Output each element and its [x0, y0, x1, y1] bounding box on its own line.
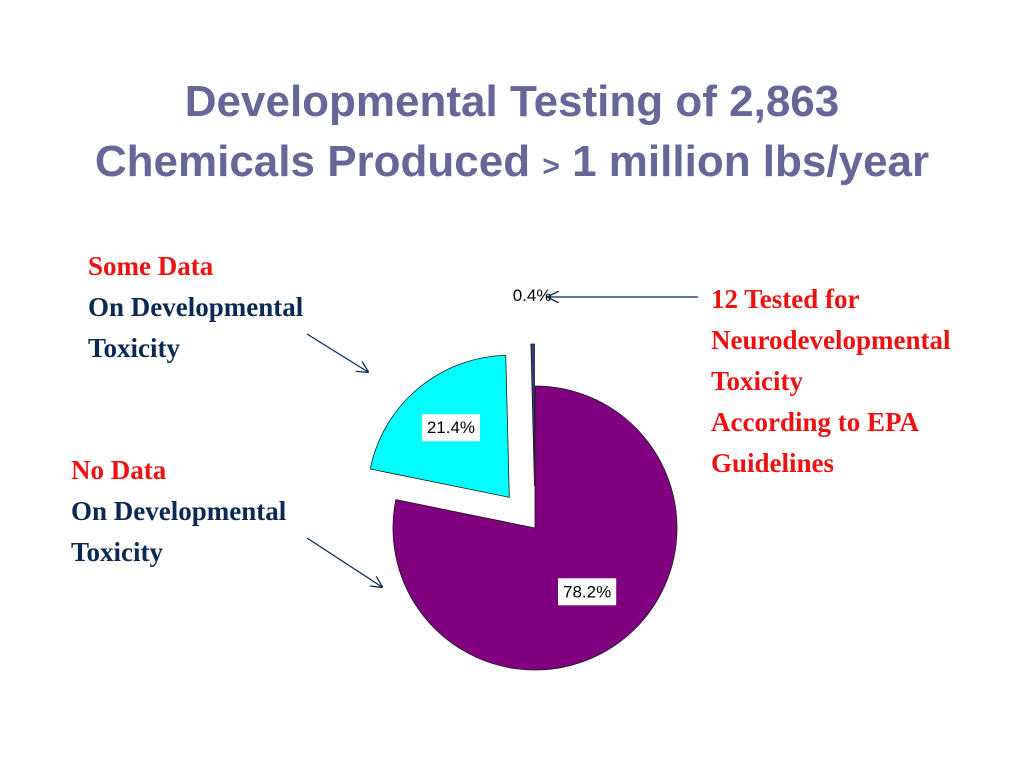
data-label-neuro-tested-text: 0.4%: [513, 286, 552, 305]
annotation-neuro-line-2: Neurodevelopmental: [711, 325, 951, 355]
data-label-some-data-text: 21.4%: [427, 418, 475, 437]
annotation-no-data: No Data On Developmental Toxicity: [71, 450, 286, 573]
title-greater-than: >: [542, 150, 560, 183]
annotation-neuro-line-3: Toxicity: [711, 366, 804, 396]
data-label-some-data-box: [421, 414, 481, 442]
data-label-no-data-text: 78.2%: [563, 582, 611, 601]
annotation-neuro-line-1: 12 Tested for: [711, 284, 860, 314]
data-label-some-data: 21.4%: [421, 414, 481, 442]
annotation-some-data-line-1: Some Data: [88, 251, 214, 281]
annotation-some-data-line-2: On Developmental: [88, 292, 304, 322]
annotation-some-data: Some Data On Developmental Toxicity: [88, 246, 303, 369]
chart-title-line-1: Developmental Testing of 2,863: [184, 77, 840, 126]
title-text-b: 1 million lbs/year: [559, 137, 930, 186]
data-label-neuro-tested: 0.4%: [513, 286, 552, 305]
annotation-neuro-line-4: According to EPA: [711, 407, 919, 437]
annotation-no-data-line-3: Toxicity: [71, 537, 164, 567]
annotation-some-data-line-3: Toxicity: [88, 333, 181, 363]
pointer-arrow-no-data: [306, 537, 382, 587]
annotation-no-data-line-1: No Data: [71, 455, 167, 485]
pie-slice-neuro-tested: [530, 343, 535, 487]
data-label-no-data-box: [557, 578, 617, 606]
pie-data-labels: 78.2% 21.4% 0.4%: [421, 286, 617, 606]
title-text-a: Chemicals Produced: [94, 137, 543, 186]
data-label-no-data: 78.2%: [557, 578, 617, 606]
annotation-neuro-tested: 12 Tested for Neurodevelopmental Toxicit…: [711, 279, 950, 484]
pie-slices: [369, 343, 678, 671]
annotation-neuro-line-5: Guidelines: [711, 448, 835, 478]
annotation-no-data-line-2: On Developmental: [71, 496, 287, 526]
chart-title-line-2: Chemicals Produced > 1 million lbs/year: [0, 136, 1024, 193]
pointer-arrow-some-data: [306, 333, 368, 372]
